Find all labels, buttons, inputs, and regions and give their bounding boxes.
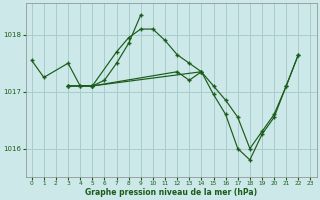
X-axis label: Graphe pression niveau de la mer (hPa): Graphe pression niveau de la mer (hPa)	[85, 188, 257, 197]
